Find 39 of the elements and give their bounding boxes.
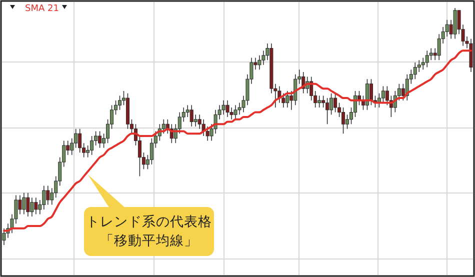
candlestick [318,95,322,108]
candlestick [381,86,385,104]
candlestick [346,114,350,130]
candlestick [326,98,330,125]
candlestick [30,197,34,217]
candlestick [70,138,74,156]
candlestick [162,118,166,134]
candlestick [178,112,182,134]
candlestick [429,48,433,61]
candlestick [322,95,326,108]
candlestick [226,100,230,118]
candlestick [34,197,38,215]
candlestick [417,60,421,72]
candlestick [453,8,457,40]
candlestick [98,130,102,148]
candlestick [22,192,26,215]
candlestick [369,78,373,106]
candlestick [26,192,30,217]
candlestick [413,62,417,80]
candlestick [222,100,226,116]
candlestick [294,74,298,106]
candlestick [42,185,46,210]
candlestick [90,136,94,156]
annotation: トレンド系の代表格「移動平均線」 [86,214,212,249]
candlestick [342,107,346,134]
text: SMA 21 [25,4,59,14]
candlestick [401,83,405,101]
candlestick [78,128,82,153]
candlestick [330,92,334,116]
candlestick [365,78,369,110]
candlestick [425,50,429,68]
candlestick [190,104,194,127]
candlestick [334,92,338,113]
candlestick [234,104,238,120]
candlestick [286,90,290,108]
candlestick [118,95,122,110]
candlestick [385,86,389,106]
candlestick [46,185,50,206]
candlestick [150,138,154,165]
